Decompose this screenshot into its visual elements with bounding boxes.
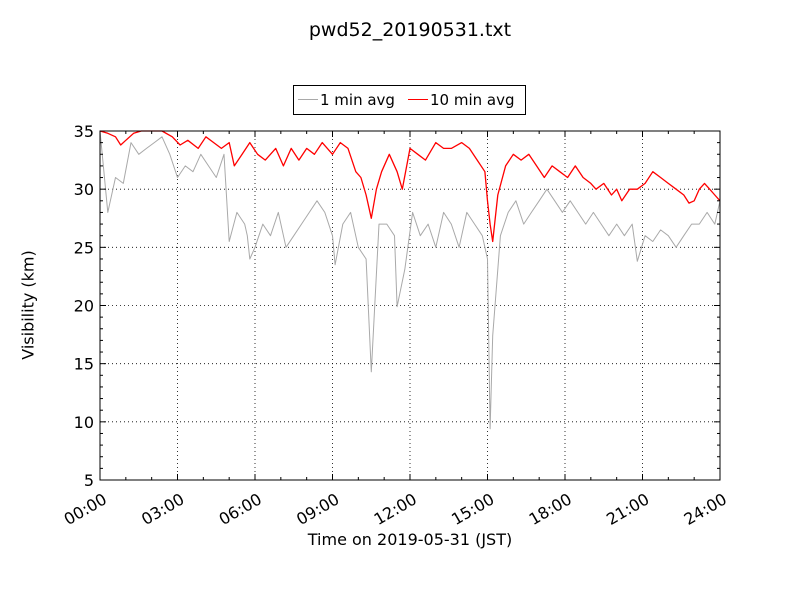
legend-swatch-1min bbox=[298, 99, 318, 100]
legend: 1 min avg 10 min avg bbox=[293, 85, 526, 115]
legend-swatch-10min bbox=[408, 99, 428, 100]
y-tick-label: 35 bbox=[74, 122, 94, 141]
series-line-10min bbox=[99, 130, 721, 243]
y-tick-label: 5 bbox=[84, 471, 94, 490]
series-lines bbox=[99, 130, 721, 430]
chart-title: pwd52_20190531.txt bbox=[308, 19, 512, 41]
y-tick-label: 20 bbox=[74, 297, 94, 316]
y-tick-label: 30 bbox=[74, 180, 94, 199]
legend-label-10min: 10 min avg bbox=[430, 91, 515, 109]
y-axis-label: Visibility (km) bbox=[18, 250, 38, 360]
y-tick-label: 25 bbox=[74, 238, 94, 257]
y-tick-label: 10 bbox=[74, 413, 94, 432]
y-tick-label: 15 bbox=[74, 355, 94, 374]
x-axis-label: Time on 2019-05-31 (JST) bbox=[307, 530, 513, 549]
series-line-1min bbox=[99, 130, 721, 430]
legend-label-1min: 1 min avg bbox=[320, 91, 395, 109]
